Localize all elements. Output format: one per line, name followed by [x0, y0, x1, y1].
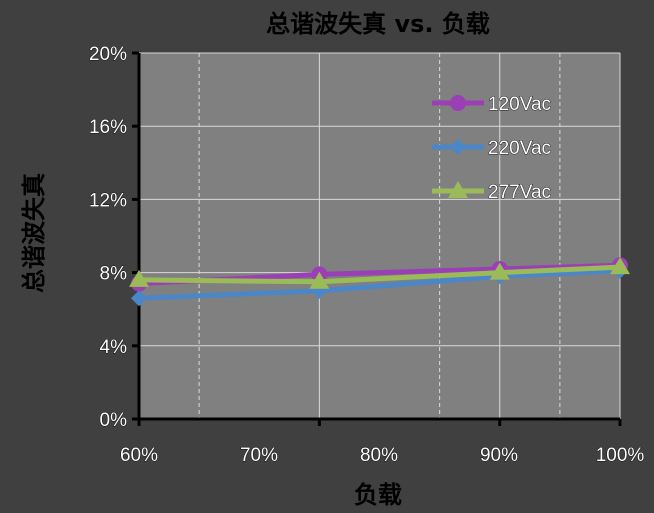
plot-area: [139, 53, 620, 419]
legend-label: 277Vac: [488, 182, 551, 203]
x-tick-label: 100%: [596, 445, 645, 466]
y-axis-label: 总谐波失真: [20, 173, 48, 293]
x-tick-label: 80%: [360, 445, 398, 466]
x-tick-label: 60%: [120, 445, 158, 466]
series-line: [138, 264, 621, 285]
axes: [132, 51, 622, 426]
legend-label: 220Vac: [488, 138, 551, 159]
data-point-marker: [610, 257, 630, 275]
data-point-marker: [129, 269, 149, 287]
x-tick-label: 90%: [480, 445, 518, 466]
series-group: [129, 257, 630, 307]
gridlines: [139, 52, 621, 419]
data-point-marker: [489, 262, 510, 280]
chart-title: 总谐波失真 vs. 负载: [266, 10, 490, 38]
y-tick-label: 0%: [100, 410, 128, 431]
y-tick-label: 12%: [89, 190, 127, 211]
x-tick-labels: 60% 70% 80% 90% 100%: [120, 445, 645, 467]
y-tick-label: 4%: [100, 337, 128, 358]
y-tick-labels: 0% 4% 8% 12% 16% 20%: [89, 44, 128, 432]
data-point-marker: [131, 290, 147, 307]
y-tick-label: 8%: [100, 264, 128, 285]
y-tick-label: 16%: [89, 117, 127, 138]
series-277Vac: [129, 257, 630, 289]
data-point-marker: [309, 271, 330, 289]
x-tick-label: 70%: [240, 445, 278, 466]
y-tick-label: 20%: [89, 44, 127, 65]
legend-marker: [448, 181, 468, 198]
x-axis-label: 负载: [354, 481, 402, 509]
legend: 120Vac 220Vac 277Vac: [432, 94, 551, 203]
legend-marker: [450, 95, 466, 111]
series-line: [138, 268, 621, 301]
legend-marker: [450, 139, 466, 155]
legend-label: 120Vac: [488, 94, 551, 115]
